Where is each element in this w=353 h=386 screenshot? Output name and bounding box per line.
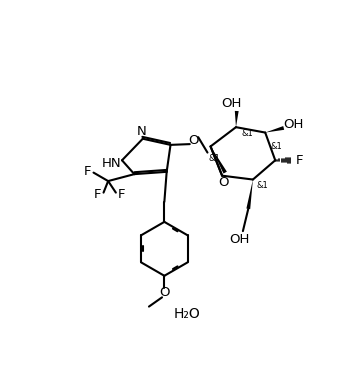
Text: F: F — [94, 188, 101, 201]
Text: H₂O: H₂O — [174, 307, 201, 321]
Text: OH: OH — [229, 233, 249, 246]
Text: N: N — [137, 125, 147, 137]
Polygon shape — [265, 126, 284, 132]
Text: F: F — [84, 164, 91, 178]
Text: OH: OH — [283, 119, 304, 131]
Text: F: F — [295, 154, 303, 167]
Text: &1: &1 — [270, 142, 282, 151]
Text: O: O — [189, 134, 199, 147]
Polygon shape — [210, 146, 227, 174]
Text: O: O — [219, 176, 229, 189]
Text: &1: &1 — [209, 154, 220, 163]
Polygon shape — [235, 111, 239, 127]
Text: &1: &1 — [256, 181, 268, 190]
Text: O: O — [159, 286, 169, 299]
Text: HN: HN — [101, 157, 121, 170]
Text: OH: OH — [221, 97, 241, 110]
Text: &1: &1 — [242, 129, 253, 138]
Text: F: F — [118, 188, 125, 201]
Polygon shape — [246, 179, 253, 209]
